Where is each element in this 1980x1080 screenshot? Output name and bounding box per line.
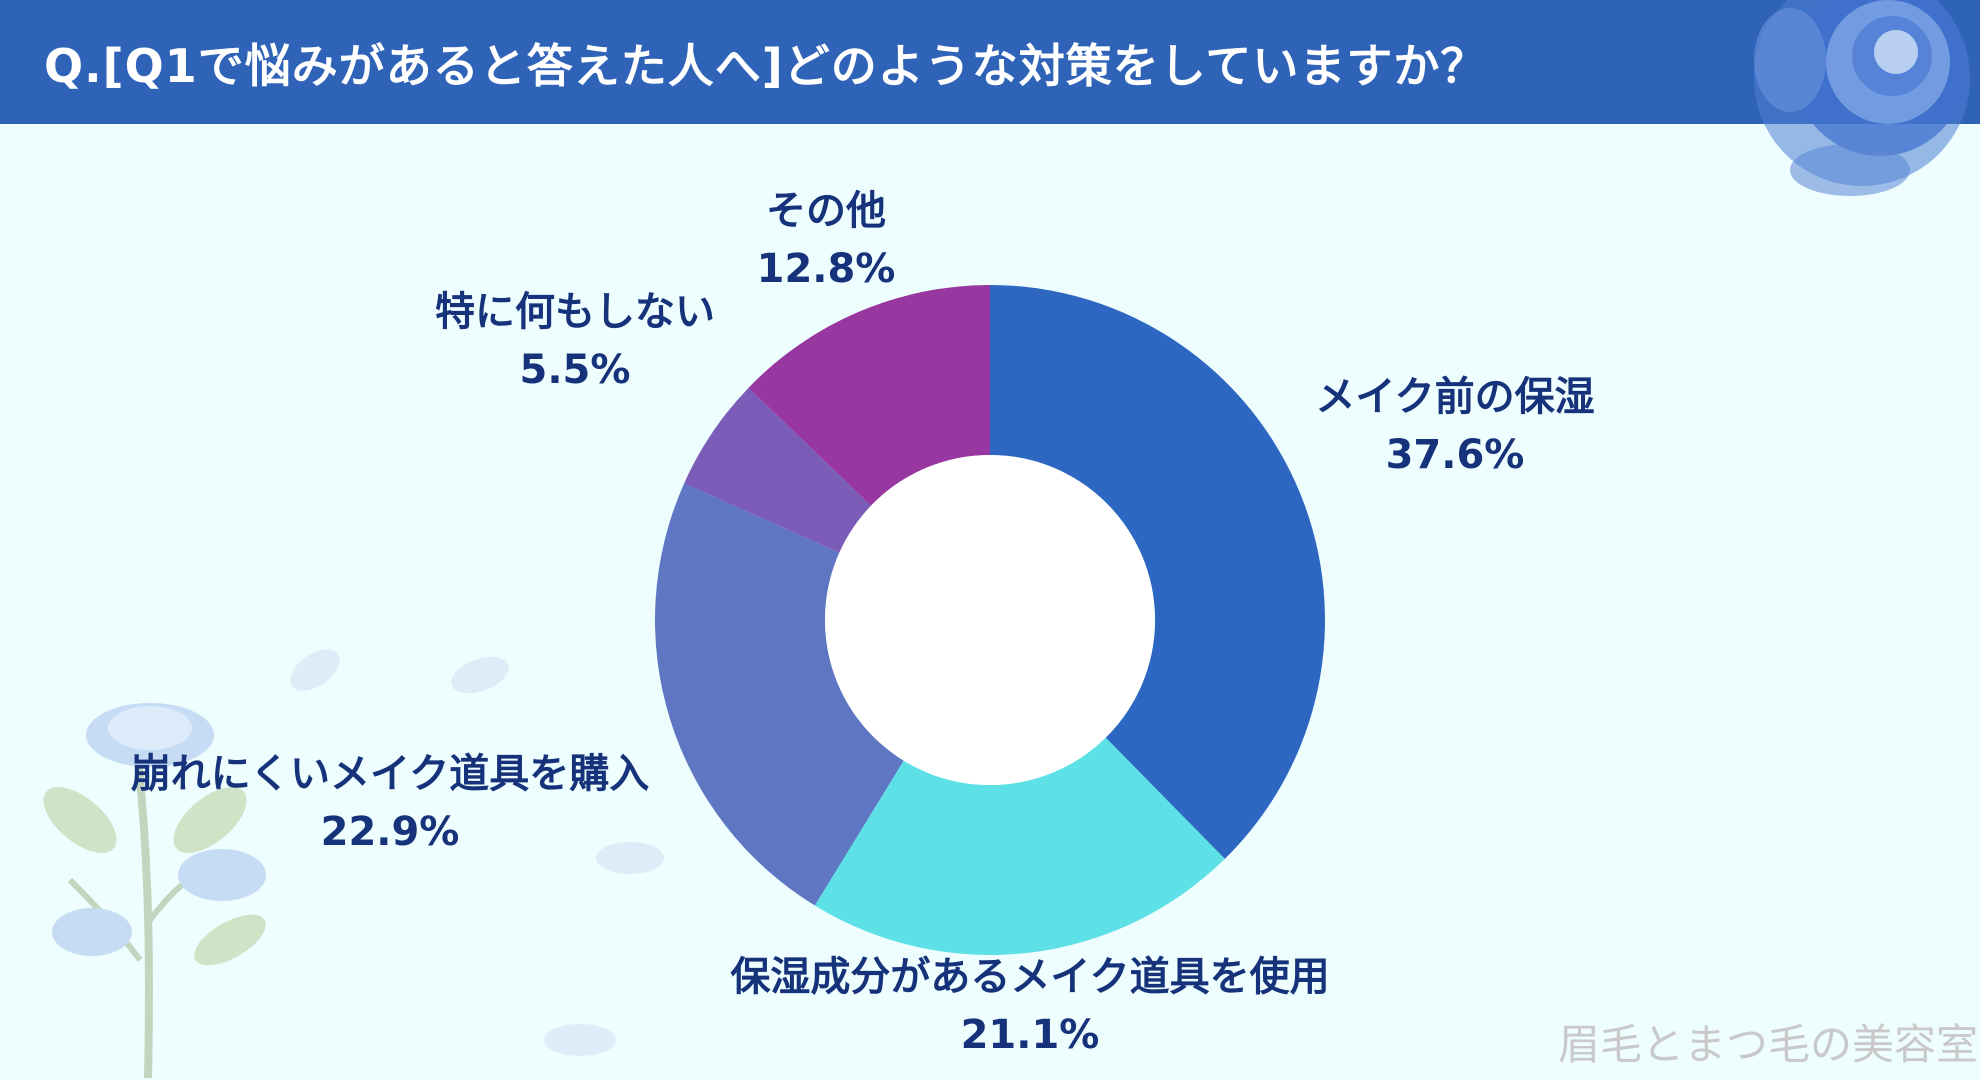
donut-slice [814, 737, 1225, 956]
slice-label: 特に何もしない 5.5% [435, 283, 715, 399]
header-bar: Q.[Q1で悩みがあると答えた人へ]どのような対策をしていますか？ [0, 0, 1980, 124]
slice-label: その他 12.8% [757, 182, 896, 298]
donut-slice [748, 285, 990, 506]
slice-label-name: 保湿成分があるメイク道具を使用 [730, 954, 1330, 1000]
slice-label: 保湿成分があるメイク道具を使用 21.1% [730, 948, 1329, 1064]
blue-flower-branch-icon [43, 649, 664, 1079]
donut-slice [684, 387, 872, 553]
slice-label-name: メイク前の保湿 [1315, 374, 1595, 420]
blue-rose-icon [1754, 0, 1970, 196]
donut-slice [990, 285, 1325, 859]
slice-label: メイク前の保湿 37.6% [1315, 368, 1594, 484]
donut-chart [654, 285, 1325, 956]
slice-label-value: 22.9% [320, 809, 460, 855]
slice-label-name: 特に何もしない [435, 289, 715, 335]
slice-label-value: 37.6% [1385, 432, 1525, 478]
donut-slice [654, 483, 904, 906]
slice-label-value: 21.1% [960, 1012, 1100, 1058]
slice-label-name: 崩れにくいメイク道具を購入 [130, 751, 650, 797]
watermark: 眉毛とまつ毛の美容室 [1557, 1020, 1978, 1069]
slice-label-value: 12.8% [756, 246, 896, 292]
donut-hole [825, 455, 1155, 785]
slice-label: 崩れにくいメイク道具を購入 22.9% [131, 745, 649, 861]
slice-label-value: 5.5% [519, 347, 631, 393]
slice-label-name: その他 [766, 188, 886, 234]
page-title: Q.[Q1で悩みがあると答えた人へ]どのような対策をしていますか？ [44, 39, 1488, 93]
